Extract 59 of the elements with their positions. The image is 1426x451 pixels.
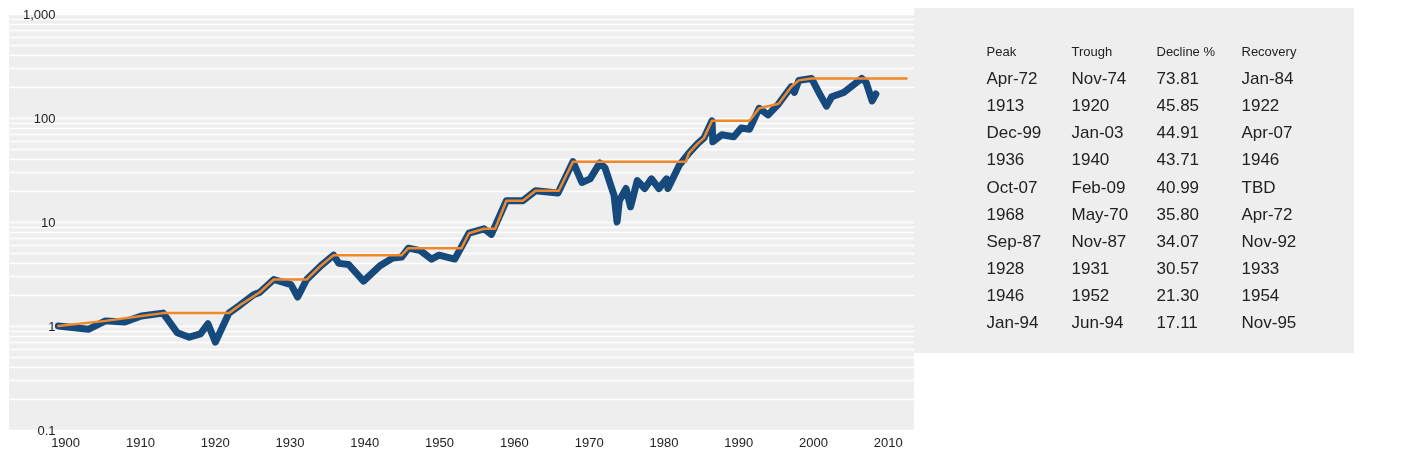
text: 40.99 <box>1156 177 1200 197</box>
x-tick-label: 1970 <box>574 434 604 450</box>
text: 1936 <box>986 150 1025 170</box>
x-tick-label: 1980 <box>649 434 679 450</box>
category-label: Recovery <box>1241 43 1297 59</box>
y-tick-label: 10 <box>41 214 56 230</box>
x-tick-label: 2000 <box>799 434 828 450</box>
text: Jan-84 <box>1241 68 1294 88</box>
text: Jun-94 <box>1071 313 1124 333</box>
text: Feb-09 <box>1071 177 1126 197</box>
category-label: Trough <box>1071 43 1113 59</box>
text: 1968 <box>986 204 1025 224</box>
x-tick-label: 2010 <box>873 434 903 450</box>
text: Jan-03 <box>1071 123 1124 143</box>
text: 1928 <box>986 259 1025 279</box>
text: 1931 <box>1071 259 1110 279</box>
text: Apr-72 <box>1241 204 1293 224</box>
text: 34.07 <box>1156 231 1200 251</box>
text: May-70 <box>1071 204 1129 224</box>
text: 1920 <box>1071 95 1110 115</box>
x-tick-label: 1930 <box>275 434 305 450</box>
category-label: Decline % <box>1156 43 1216 59</box>
text: 43.71 <box>1156 150 1200 170</box>
text: 21.30 <box>1156 286 1200 306</box>
text: Apr-07 <box>1241 123 1293 143</box>
y-tick-label: 1 <box>48 318 56 334</box>
y-tick-label: 1,000 <box>22 6 56 22</box>
text: 30.57 <box>1156 259 1200 279</box>
x-tick-label: 1940 <box>350 434 380 450</box>
text: 45.85 <box>1156 95 1200 115</box>
text: 1946 <box>1241 150 1280 170</box>
x-tick-label: 1950 <box>425 434 455 450</box>
text: Nov-74 <box>1071 68 1127 88</box>
text: 1933 <box>1241 259 1280 279</box>
x-tick-label: 1960 <box>499 434 529 450</box>
text: 17.11 <box>1156 313 1198 333</box>
text: Apr-72 <box>986 68 1038 88</box>
text: 1922 <box>1241 95 1280 115</box>
text: Nov-92 <box>1241 231 1297 251</box>
text: Dec-99 <box>986 123 1042 143</box>
text: 1954 <box>1241 286 1280 306</box>
category-label: Peak <box>986 43 1017 59</box>
text: 1940 <box>1071 150 1110 170</box>
text: TBD <box>1241 177 1276 197</box>
text: 44.91 <box>1156 123 1200 143</box>
text: Nov-87 <box>1071 231 1127 251</box>
text: Nov-95 <box>1241 313 1297 333</box>
text: 1946 <box>986 286 1025 306</box>
text: Oct-07 <box>986 177 1038 197</box>
text: 35.80 <box>1156 204 1200 224</box>
text: 1913 <box>986 95 1025 115</box>
y-tick-label: 100 <box>33 110 56 126</box>
x-tick-label: 1990 <box>724 434 754 450</box>
x-tick-label: 1910 <box>125 434 155 450</box>
x-tick-label: 1920 <box>200 434 230 450</box>
text: Sep-87 <box>986 231 1042 251</box>
text: Jan-94 <box>986 313 1039 333</box>
text: 1952 <box>1071 286 1110 306</box>
text: 73.81 <box>1156 68 1200 88</box>
